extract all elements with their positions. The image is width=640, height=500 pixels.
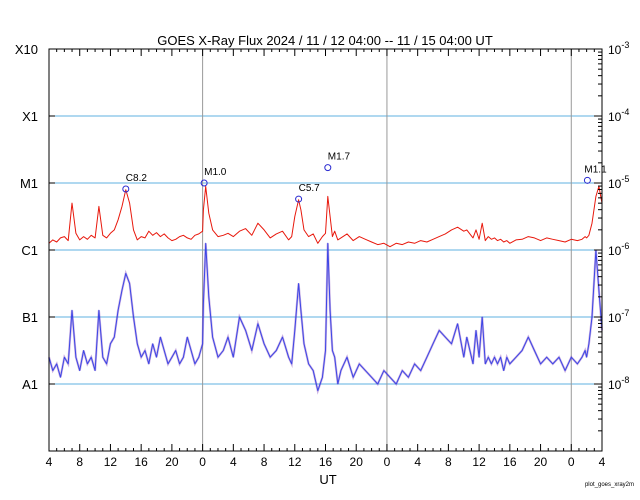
x-tick-label: 4 [230,455,237,469]
left-axis-label-a1: A1 [22,377,38,392]
x-tick-label: 4 [599,455,606,469]
right-axis-exponent: -7 [621,308,629,318]
left-axis-label-m1: M1 [20,176,38,191]
x-tick-label: 8 [445,455,452,469]
x-tick-label: 0 [199,455,206,469]
right-axis-label--5: 10-5 [608,174,629,191]
flare-marker-m1-7 [324,164,332,172]
x-tick-label: 12 [288,455,302,469]
right-axis-base: 10 [608,311,622,325]
x-tick-label: 16 [319,455,333,469]
x-tick-label: 12 [104,455,118,469]
right-axis-label--6: 10-6 [608,241,629,258]
right-axis-base: 10 [608,378,622,392]
right-axis-label--4: 10-4 [608,107,629,124]
series-line-0-05-0-4-nm [48,242,603,392]
flare-label-m1-7: M1.7 [328,152,351,163]
flare-marker-m1-0 [200,179,208,187]
left-axis-label-b1: B1 [22,310,38,325]
x-axis-ticks: 4 8 12 16 20 0 4 8 12 16 20 0 4 8 12 16 20 0 4 [46,49,606,469]
flare-marker-c8-2 [122,185,130,193]
flare-marker-m1-1 [583,176,591,184]
x-tick-label: 4 [46,455,53,469]
x-tick-label: 12 [472,455,486,469]
chart-title: GOES X-Ray Flux 2024 / 11 / 12 04:00 -- … [157,33,493,48]
left-axis-flare-classes: A1 B1 C1 M1 X1 X10 [15,42,55,392]
x-tick-label: 8 [76,455,83,469]
x-tick-label: 20 [350,455,364,469]
right-axis-base: 10 [608,43,622,57]
x-axis-label: UT [319,472,336,487]
x-tick-label: 20 [165,455,179,469]
right-axis-base: 10 [608,110,622,124]
right-axis-label--8: 10-8 [608,375,629,392]
series-group [47,185,604,395]
x-tick-label: 0 [384,455,391,469]
flare-label-c5-7: C5.7 [299,183,321,194]
x-tick-label: 16 [503,455,517,469]
x-tick-label: 8 [261,455,268,469]
x-tick-label: 16 [134,455,148,469]
series-line-0-1-0-8-nm [48,185,603,248]
left-axis-label-c1: C1 [21,243,38,258]
right-axis-base: 10 [608,177,622,191]
left-axis-label-x10: X10 [15,42,38,57]
right-axis-exponent: -3 [621,40,629,50]
left-axis-label-x1: X1 [22,109,38,124]
plot-credit: plot_goes_xray2m [585,482,634,488]
right-axis-label--3: 10-3 [608,40,629,57]
right-axis-base: 10 [608,244,622,258]
x-tick-label: 20 [534,455,548,469]
flare-markers: C8.2 M1.0 C5.7 M1.7 M1.1 [122,152,607,203]
flare-label-m1-0: M1.0 [204,167,227,178]
flare-label-c8-2: C8.2 [126,173,148,184]
right-axis-exponent: -4 [621,107,629,117]
x-tick-label: 0 [568,455,575,469]
flare-marker-c5-7 [295,195,303,203]
right-axis-flux: 10-810-710-610-510-410-3 [594,40,629,432]
x-tick-label: 4 [414,455,421,469]
right-axis-exponent: -6 [621,241,629,251]
day-boundary-lines [202,49,572,451]
right-axis-exponent: -8 [621,375,629,385]
right-axis-exponent: -5 [621,174,629,184]
flare-label-m1-1: M1.1 [584,164,607,175]
right-axis-label--7: 10-7 [608,308,629,325]
